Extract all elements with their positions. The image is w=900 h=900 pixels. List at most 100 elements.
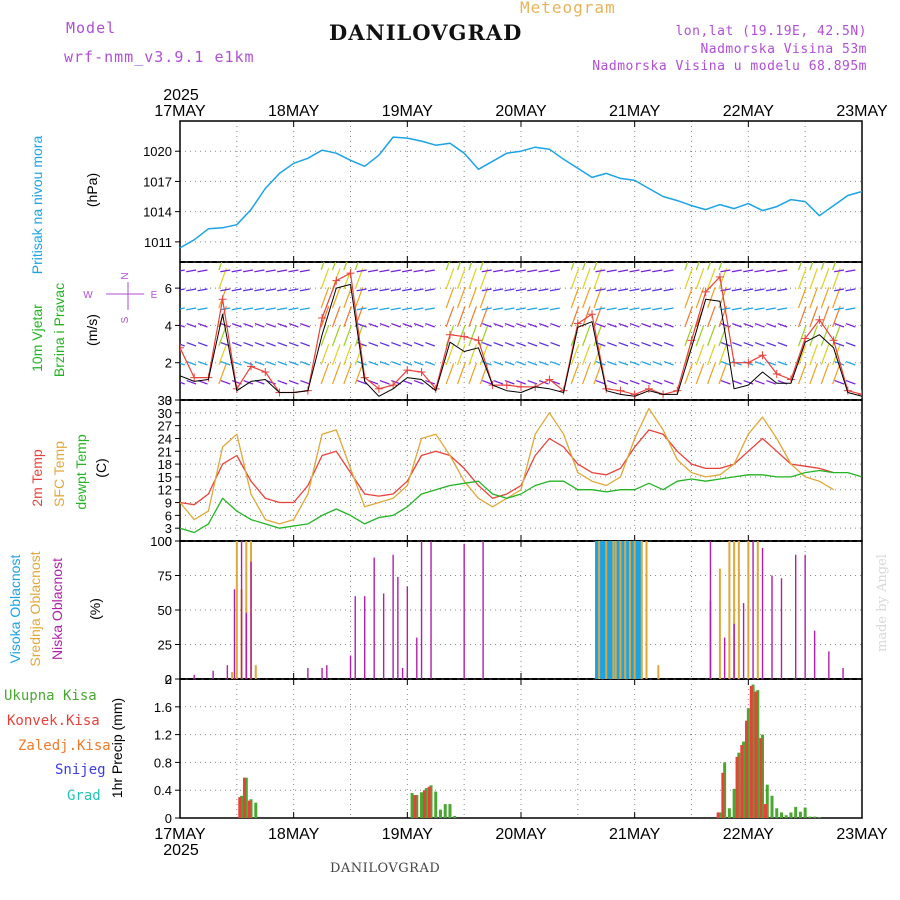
pressure-axis-title: Pritisak na nivou mora [29,136,45,275]
wind-arrow [845,342,856,347]
y-tick-label: 75 [158,569,172,584]
wind-arrow [320,344,330,366]
wind-arrow [266,361,276,366]
wind-arrow [663,288,674,292]
cloud-mid-bar [756,541,759,679]
year-label-top: 2025 [163,87,199,104]
precip-total-bar [756,690,760,818]
precip-legend-3: Snijeg [55,762,106,778]
wind-arrow [797,325,807,347]
wind-arrow [515,269,526,273]
precip-total-bar [746,708,750,818]
precip-total-bar [429,785,433,818]
y-tick-label: 1.6 [154,700,172,715]
wind-arrow [479,306,489,328]
cloud-mid-bar [614,541,617,679]
wind-arrow [582,325,591,347]
wind-arrow [368,288,379,292]
wind-arrow [354,268,364,290]
wind-arrow [390,288,401,292]
wind-arrow [320,287,330,309]
wind-arrow [343,363,352,385]
wind-arrow [797,287,807,309]
cloud-mid-bar [598,541,601,679]
precip-total-bar [779,812,783,818]
wind-arrow [243,380,254,385]
wind-arrow [618,342,629,347]
wind-arrow [684,325,693,347]
wind-arrow [582,287,591,309]
wind-arrow [549,307,560,311]
wind-arrow [254,288,265,292]
wind-arrow [527,269,538,273]
wind-arrow [277,342,288,347]
wind-arrow [618,269,629,273]
wind-arrow [809,344,818,366]
cloud-mid-bar [657,665,660,679]
precip-conv-bar [745,720,749,818]
precip-total-bar [813,816,817,818]
precip-conv-bar [413,795,417,818]
wind-arrow [368,269,379,273]
wind-arrow [413,361,424,366]
wind-arrow [493,361,504,366]
wind-arrow [743,269,754,273]
cloud-low-bar [326,665,328,679]
y-tick-label: 6 [165,508,172,523]
wind-arrow [368,342,379,347]
wind-arrow [516,342,526,347]
cloud-high-bar [634,541,639,679]
wind-arrow [424,307,435,311]
cloud-mid-bar [733,541,736,679]
cloud-high-bar [620,541,625,679]
cloud-low-bar [416,637,418,679]
temp-dewpt-axis-title: dewpt Temp [73,434,89,509]
wind-arrow [718,262,723,271]
cloud-low-bar [233,589,236,679]
wind-arrow [493,269,504,273]
wind-arrow [277,307,288,311]
wind-arrow [288,307,299,311]
precip-total-bar [410,792,414,818]
wind-arrow [707,262,712,271]
wind-arrow [343,344,352,366]
wind-arrow [606,307,617,311]
wind-arrow [331,262,337,271]
wind-arrow [218,262,223,271]
wind-arrow [538,323,549,328]
precip-conv-bar [763,804,767,818]
wind-arrow [527,323,538,328]
wind-arrow [468,287,477,309]
cloud-low-bar [240,541,243,679]
wind-arrow [754,307,765,311]
y-tick-label: 18 [158,457,172,472]
cloud-axis-unit: (%) [87,598,103,620]
cloud-low-bar [193,674,195,679]
wind-arrow [402,361,413,366]
wind-arrow [707,268,716,290]
wind-arrow [663,269,674,273]
cloud-low-bar [212,670,214,679]
wind-arrow [720,361,731,366]
cloud-high-bar [637,541,642,679]
precip-conv-bar [721,772,725,818]
wind-arrow [413,288,424,292]
wind-arrow [515,307,526,311]
wind-arrow [777,323,788,328]
wind-arrow [402,269,413,273]
wind-arrow [550,361,561,366]
wind-arrow [456,306,466,328]
wind-arrow [629,307,640,311]
wind-arrow [629,269,640,273]
x-tick-label-bottom: 23MAY [836,826,888,843]
wind-axis-unit: (m/s) [84,314,100,346]
wind-arrow [777,307,788,311]
clouds-panel: 0 25 50 75 100 [150,534,863,687]
wind-arrow [754,288,765,292]
temp-sfc-axis-title: SFC Temp [51,441,67,507]
cloud-low-bar [364,596,366,679]
wind-arrow [765,269,776,273]
wind-arrow [468,363,477,385]
wind-arrow [640,307,651,311]
cloud-low-axis-title: Niska Oblacnost [49,558,65,660]
